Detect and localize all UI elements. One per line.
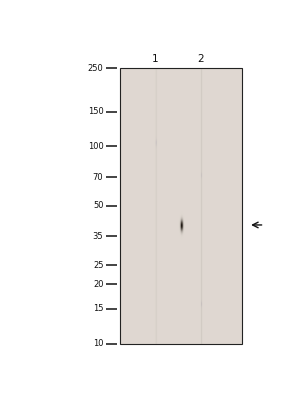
Text: 100: 100 <box>88 142 103 151</box>
Text: 35: 35 <box>93 232 103 241</box>
Text: 70: 70 <box>93 172 103 182</box>
Text: 20: 20 <box>93 280 103 289</box>
Text: 50: 50 <box>93 201 103 210</box>
Text: 10: 10 <box>93 339 103 348</box>
Text: 150: 150 <box>88 107 103 116</box>
Text: 1: 1 <box>152 54 159 64</box>
Text: 25: 25 <box>93 261 103 270</box>
Text: 2: 2 <box>197 54 204 64</box>
Text: 15: 15 <box>93 304 103 314</box>
Bar <box>120 68 242 344</box>
Text: 250: 250 <box>88 64 103 72</box>
